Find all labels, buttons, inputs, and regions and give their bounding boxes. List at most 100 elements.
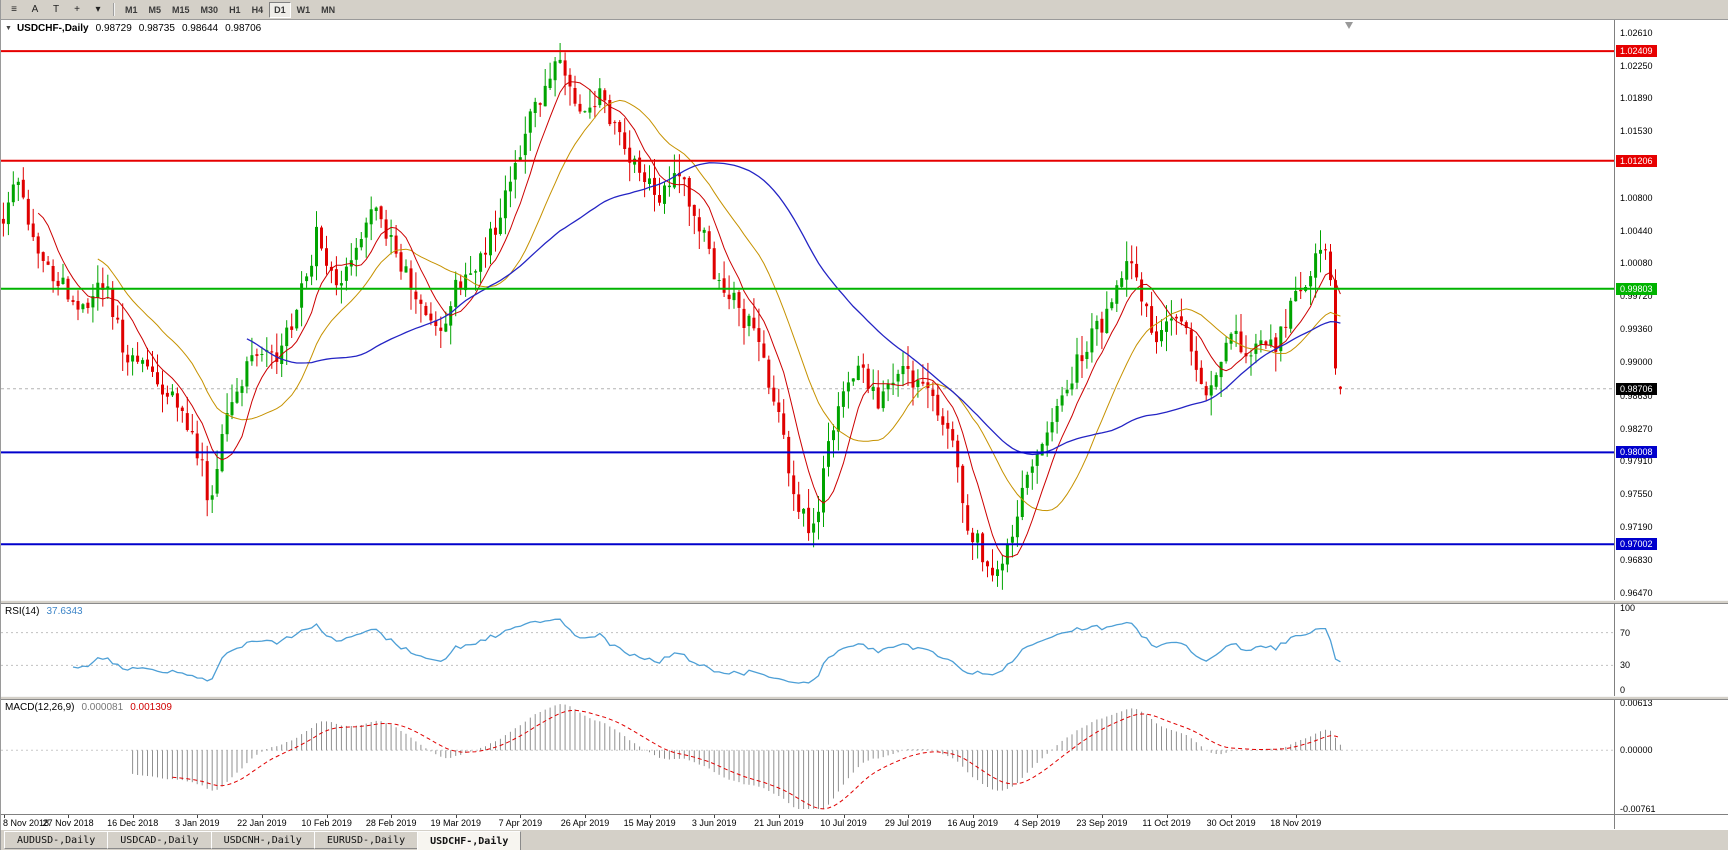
rsi-indicator-panel: 100 70 30 0 RSI(14) 37.6343 bbox=[1, 604, 1728, 696]
time-tick bbox=[520, 815, 522, 818]
cursor-icon-glyph: A bbox=[31, 4, 39, 15]
time-tick bbox=[649, 815, 651, 818]
axis-label: 0.97190 bbox=[1620, 522, 1653, 533]
axis-label: 0.99720 bbox=[1620, 291, 1653, 302]
time-axis-label: 22 Jan 2019 bbox=[237, 818, 287, 828]
time-axis-label: 18 Nov 2019 bbox=[1270, 818, 1322, 828]
timeframe-m15-button[interactable]: M15 bbox=[167, 2, 195, 18]
price-chart-canvas[interactable] bbox=[1, 20, 1614, 600]
timeframe-h4-button[interactable]: H4 bbox=[247, 2, 269, 18]
rsi-axis[interactable]: 100 70 30 0 bbox=[1614, 604, 1728, 696]
time-tick bbox=[1037, 815, 1039, 818]
tab-eurusd-daily[interactable]: EURUSD-,Daily bbox=[313, 831, 419, 849]
axis-label: -0.00761 bbox=[1620, 804, 1656, 814]
time-axis-label: 15 May 2019 bbox=[623, 818, 676, 828]
chart-bars-icon[interactable]: ≡ bbox=[4, 2, 24, 18]
crosshair-icon[interactable]: + bbox=[67, 2, 87, 18]
tab-usdchf-daily[interactable]: USDCHF-,Daily bbox=[417, 831, 522, 850]
time-axis-label: 16 Aug 2019 bbox=[947, 818, 998, 828]
macd-signal-value: 0.001309 bbox=[130, 702, 172, 713]
time-tick bbox=[261, 815, 263, 818]
macd-indicator-panel: 0.00613 0.00000 -0.00761 MACD(12,26,9) 0.0… bbox=[1, 700, 1728, 814]
panel-splitter[interactable] bbox=[1, 696, 1728, 700]
axis-label: 1.01530 bbox=[1620, 126, 1653, 137]
timeframe-w1-button[interactable]: W1 bbox=[292, 2, 316, 18]
tab-usdcnh-daily[interactable]: USDCNH-,Daily bbox=[210, 831, 315, 849]
macd-header: MACD(12,26,9) 0.000081 0.001309 bbox=[5, 702, 172, 713]
timeframe-m5-button[interactable]: M5 bbox=[144, 2, 167, 18]
axis-label: 1.02250 bbox=[1620, 60, 1653, 71]
axis-label: 1.00080 bbox=[1620, 258, 1653, 269]
chart-toolbar: ≡ A T + ▾ M1 M5 M15 M30 H1 H4 D1 W1 MN bbox=[1, 0, 1728, 20]
time-axis-label: 26 Apr 2019 bbox=[560, 818, 610, 828]
axis-label: 0.98630 bbox=[1620, 390, 1653, 401]
time-axis-label: 3 Jun 2019 bbox=[691, 818, 737, 828]
crosshair-icon-glyph: + bbox=[74, 4, 80, 15]
price-level-badge: 0.97002 bbox=[1616, 538, 1657, 551]
axis-label: 1.01890 bbox=[1620, 93, 1653, 104]
rsi-canvas[interactable] bbox=[1, 604, 1614, 696]
rsi-value: 37.6343 bbox=[46, 606, 83, 617]
axis-corner bbox=[1614, 815, 1728, 829]
tab-audusd-daily[interactable]: AUDUSD-,Daily bbox=[4, 831, 109, 849]
time-axis-label: 23 Sep 2019 bbox=[1076, 818, 1128, 828]
draw-tools-icon-glyph: ▾ bbox=[95, 4, 101, 15]
time-tick bbox=[1231, 815, 1233, 818]
time-axis-label: 29 Jul 2019 bbox=[884, 818, 932, 828]
time-axis-label: 30 Oct 2019 bbox=[1206, 818, 1256, 828]
time-tick bbox=[972, 815, 974, 818]
macd-axis[interactable]: 0.00613 0.00000 -0.00761 bbox=[1614, 700, 1728, 814]
time-tick bbox=[908, 815, 910, 818]
axis-label: 1.00440 bbox=[1620, 225, 1653, 236]
time-axis-label: 8 Nov 2018 bbox=[3, 818, 50, 828]
chart-bars-icon-glyph: ≡ bbox=[11, 4, 17, 15]
time-tick bbox=[714, 815, 716, 818]
time-tick bbox=[132, 815, 134, 818]
macd-main-value: 0.000081 bbox=[81, 702, 124, 713]
axis-label: 0.97910 bbox=[1620, 456, 1653, 467]
price-level-badge: 1.01206 bbox=[1616, 154, 1657, 167]
draw-tools-icon[interactable]: ▾ bbox=[88, 2, 108, 18]
time-tick bbox=[1295, 815, 1297, 818]
macd-canvas[interactable] bbox=[1, 700, 1614, 814]
time-tick bbox=[455, 815, 457, 818]
axis-label: 0.96470 bbox=[1620, 587, 1653, 598]
time-axis-label: 3 Jan 2019 bbox=[175, 818, 220, 828]
price-level-badge: 0.98706 bbox=[1616, 382, 1657, 395]
axis-label: 0.97550 bbox=[1620, 489, 1653, 500]
axis-label: 0.96830 bbox=[1620, 554, 1653, 565]
rsi-title: RSI(14) bbox=[5, 606, 40, 617]
timeframe-m30-button[interactable]: M30 bbox=[196, 2, 224, 18]
price-level-badge: 0.99803 bbox=[1616, 282, 1657, 295]
timeframe-h1-button[interactable]: H1 bbox=[224, 2, 246, 18]
timeframe-mn-button[interactable]: MN bbox=[316, 2, 340, 18]
axis-label: 0.99000 bbox=[1620, 356, 1653, 367]
time-axis-label: 21 Jun 2019 bbox=[754, 818, 804, 828]
axis-label: 0 bbox=[1620, 685, 1626, 695]
chart-header: ▼ USDCHF-,Daily 0.98729 0.98735 0.98644 … bbox=[5, 23, 261, 34]
time-tick bbox=[3, 815, 5, 818]
tab-usdcad-daily[interactable]: USDCAD-,Daily bbox=[107, 831, 212, 849]
axis-label: 1.02610 bbox=[1620, 27, 1653, 38]
time-tick bbox=[391, 815, 393, 818]
timeframe-d1-button[interactable]: D1 bbox=[269, 1, 291, 18]
price-axis[interactable]: 1.026101.022501.018901.015301.011701.008… bbox=[1614, 20, 1728, 600]
time-axis-label: 10 Feb 2019 bbox=[301, 818, 352, 828]
timeframe-m1-button[interactable]: M1 bbox=[120, 2, 143, 18]
time-axis-label: 7 Apr 2019 bbox=[498, 818, 543, 828]
ohlc-close: 0.98706 bbox=[225, 23, 262, 34]
time-tick bbox=[197, 815, 199, 818]
time-tick bbox=[585, 815, 586, 818]
collapse-arrow-icon[interactable]: ▼ bbox=[5, 25, 12, 32]
panel-splitter[interactable] bbox=[1, 600, 1728, 604]
time-tick bbox=[778, 815, 780, 818]
text-tool-icon-glyph: T bbox=[52, 4, 60, 15]
time-axis-label: 11 Oct 2019 bbox=[1142, 818, 1191, 828]
text-tool-icon[interactable]: T bbox=[46, 2, 66, 18]
axis-label: 1.00800 bbox=[1620, 192, 1653, 203]
axis-label: 100 bbox=[1620, 604, 1636, 613]
time-axis-label: 16 Dec 2018 bbox=[107, 818, 159, 828]
time-axis[interactable]: 8 Nov 2018 27 Nov 2018 16 Dec 2018 3 Jan 20… bbox=[1, 814, 1728, 829]
cursor-icon[interactable]: A bbox=[25, 2, 45, 18]
